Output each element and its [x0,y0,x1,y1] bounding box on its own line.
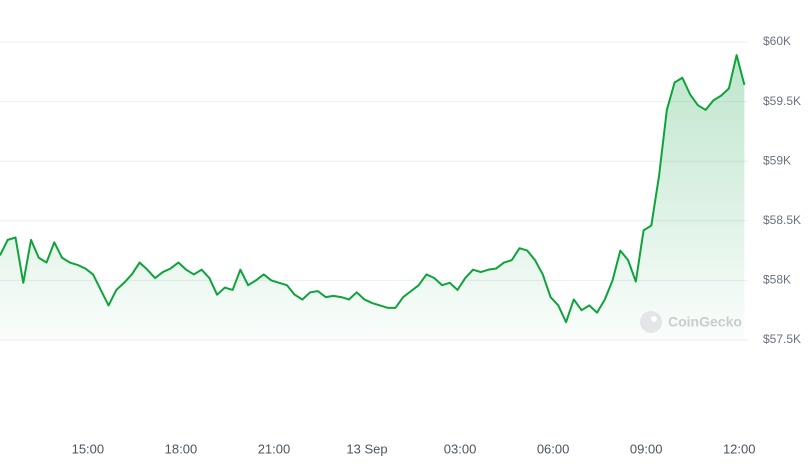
watermark: CoinGecko [640,311,742,333]
y-tick-label: $59.5K [763,94,801,108]
price-line [0,54,746,324]
y-tick-label: $58K [763,273,791,287]
x-tick-label: 15:00 [72,441,105,456]
x-tick-label: 06:00 [537,441,570,456]
y-tick-label: $58.5K [763,213,801,227]
x-tick-label: 13 Sep [346,441,387,456]
x-tick-label: 12:00 [723,441,756,456]
x-tick-label: 18:00 [165,441,198,456]
y-tick-label: $57.5K [763,332,801,346]
watermark-text: CoinGecko [668,314,742,330]
x-tick-label: 21:00 [258,441,291,456]
x-tick-label: 03:00 [444,441,477,456]
y-tick-label: $60K [763,34,791,48]
y-tick-label: $59K [763,153,791,167]
x-tick-label: 09:00 [630,441,663,456]
area-fill [0,55,745,341]
